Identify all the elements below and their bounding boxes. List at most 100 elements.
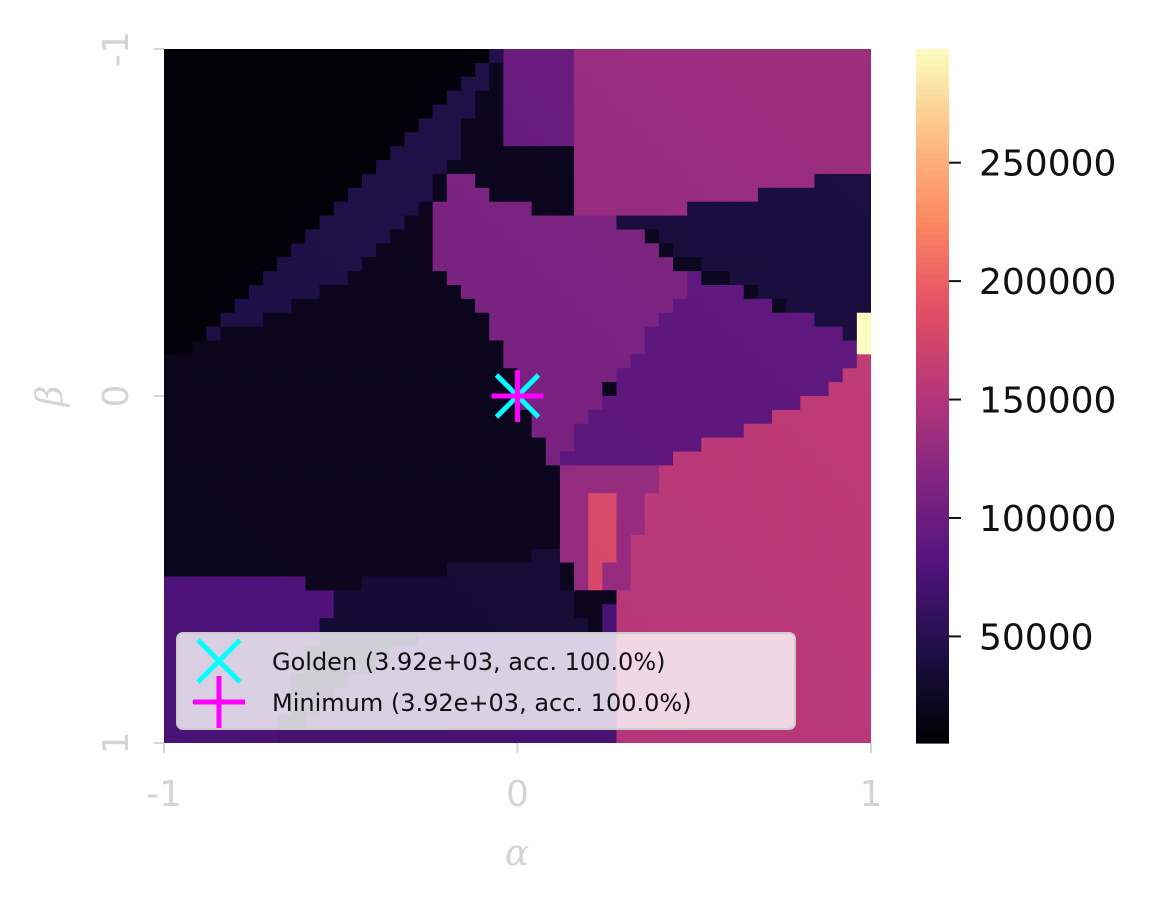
heatmap-cell <box>545 271 561 286</box>
heatmap-cell <box>446 479 462 494</box>
heatmap-cell <box>319 479 335 494</box>
heatmap-cell <box>404 493 420 508</box>
heatmap-cell <box>503 173 519 189</box>
heatmap-cell <box>644 271 660 286</box>
heatmap-cell <box>687 173 702 189</box>
heatmap-cell <box>248 465 264 480</box>
heatmap-cell <box>602 215 618 231</box>
heatmap-cell <box>574 409 589 425</box>
heatmap-cell <box>475 618 490 633</box>
heatmap-cell <box>277 229 292 244</box>
heatmap-cell <box>531 479 547 494</box>
heatmap-cell <box>729 62 745 78</box>
heatmap-cell <box>489 590 504 605</box>
heatmap-cell <box>333 534 349 550</box>
colorbar-segment <box>916 141 949 148</box>
heatmap-cell <box>234 507 250 522</box>
heatmap-cell <box>291 618 306 633</box>
heatmap-cell <box>234 354 250 369</box>
heatmap-cell <box>262 354 278 369</box>
heatmap-cell <box>475 437 490 453</box>
heatmap-cell <box>291 118 306 133</box>
heatmap-cell <box>842 673 858 689</box>
heatmap-cell <box>432 49 448 64</box>
heatmap-cell <box>220 548 236 564</box>
heatmap-cell <box>319 118 335 133</box>
heatmap-cell <box>517 298 533 314</box>
heatmap-cell <box>856 160 871 175</box>
heatmap-cell <box>390 160 405 175</box>
heatmap-cell <box>602 257 618 272</box>
heatmap-cell <box>206 368 222 383</box>
heatmap-cell <box>828 298 844 314</box>
heatmap-cell <box>277 326 292 342</box>
heatmap-cell <box>673 465 688 480</box>
heatmap-cell <box>460 729 476 743</box>
heatmap-cell <box>559 76 575 92</box>
heatmap-cell <box>757 354 773 369</box>
heatmap-cell <box>361 215 377 231</box>
heatmap-cell <box>418 437 434 453</box>
heatmap-cell <box>715 215 731 231</box>
heatmap-cell <box>602 49 618 64</box>
heatmap-cell <box>800 354 816 369</box>
heatmap-cell <box>616 520 632 536</box>
heatmap-cell <box>772 49 787 64</box>
heatmap-cell <box>616 118 632 133</box>
heatmap-cell <box>588 62 603 78</box>
heatmap-cell <box>390 298 405 314</box>
heatmap-cell <box>743 534 759 550</box>
colorbar-segment <box>916 586 949 594</box>
heatmap-cell <box>602 437 618 453</box>
heatmap-cell <box>446 520 462 536</box>
heatmap-cell <box>729 354 745 369</box>
heatmap-cell <box>220 618 236 633</box>
heatmap-cell <box>220 201 236 217</box>
heatmap-cell <box>361 548 377 564</box>
heatmap-cell <box>460 271 476 286</box>
heatmap-cell <box>800 257 816 272</box>
heatmap-cell <box>814 298 830 314</box>
heatmap-cell <box>361 576 377 591</box>
heatmap-cell <box>673 562 688 578</box>
heatmap-cell <box>574 562 589 578</box>
heatmap-cell <box>757 520 773 536</box>
heatmap-cell <box>842 576 858 591</box>
heatmap-cell <box>446 257 462 272</box>
heatmap-cell <box>178 493 193 508</box>
heatmap-cell <box>814 257 830 272</box>
colorbar-tick-label: 250000 <box>979 144 1116 185</box>
heatmap-cell <box>588 146 603 161</box>
heatmap-cell <box>460 90 476 106</box>
heatmap-cell <box>772 396 787 411</box>
heatmap-cell <box>333 354 349 369</box>
heatmap-cell <box>164 340 179 355</box>
heatmap-cell <box>517 368 533 383</box>
colorbar-segment <box>916 54 949 62</box>
heatmap-cell <box>333 160 349 175</box>
heatmap-cell <box>743 396 759 411</box>
heatmap-cell <box>503 548 519 564</box>
heatmap-cell <box>828 701 844 716</box>
colorbar-segment <box>916 488 949 495</box>
heatmap-cell <box>418 604 434 619</box>
heatmap-cell <box>418 229 434 244</box>
heatmap-cell <box>347 298 363 314</box>
heatmap-cell <box>517 507 533 522</box>
heatmap-cell <box>178 146 193 161</box>
heatmap-cell <box>630 604 646 619</box>
heatmap-cell <box>192 534 208 550</box>
heatmap-cell <box>503 187 519 203</box>
heatmap-cell <box>319 729 335 743</box>
heatmap-cell <box>786 354 801 369</box>
heatmap-cell <box>842 590 858 605</box>
heatmap-cell <box>418 284 434 300</box>
heatmap-cell <box>658 396 674 411</box>
heatmap-cell <box>842 132 858 147</box>
heatmap-cell <box>673 520 688 536</box>
heatmap-cell <box>602 146 618 161</box>
heatmap-cell <box>757 479 773 494</box>
heatmap-cell <box>588 118 603 133</box>
heatmap-cell <box>559 354 575 369</box>
heatmap-cell <box>489 354 504 369</box>
